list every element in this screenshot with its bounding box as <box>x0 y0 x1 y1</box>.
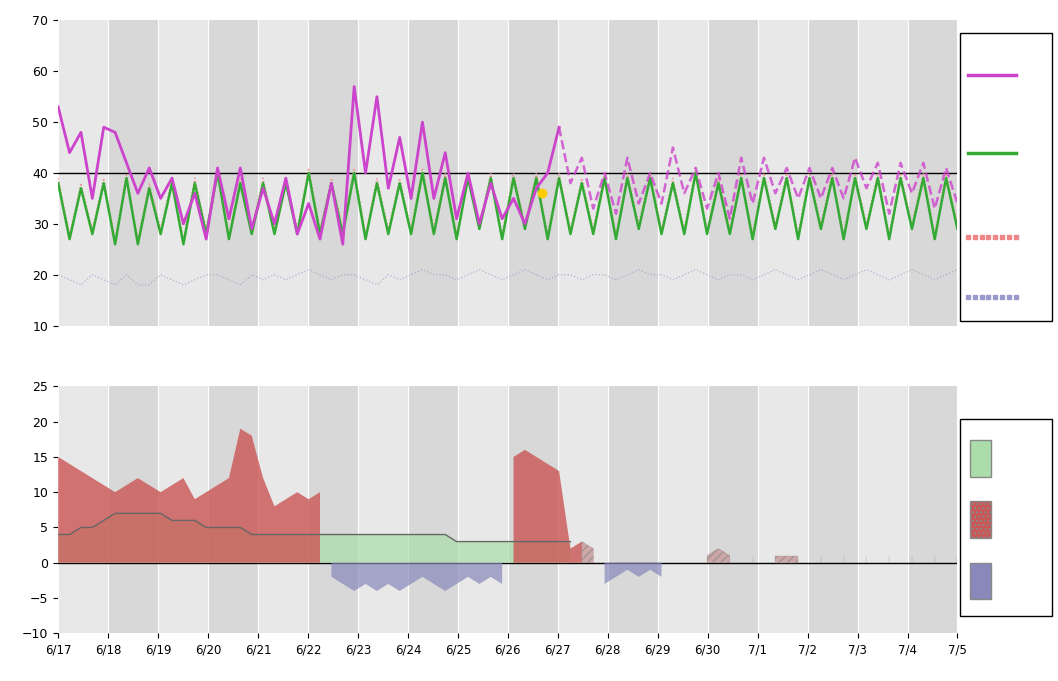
Bar <box>208 20 258 326</box>
Bar <box>970 440 991 477</box>
Bar <box>358 386 408 633</box>
Bar <box>508 20 558 326</box>
FancyBboxPatch shape <box>961 419 1052 616</box>
Bar <box>758 20 807 326</box>
Bar <box>308 20 358 326</box>
Bar <box>858 20 908 326</box>
Bar <box>108 20 158 326</box>
Bar <box>258 20 308 326</box>
Bar <box>658 20 708 326</box>
Bar <box>408 20 458 326</box>
Bar <box>708 386 758 633</box>
Bar <box>758 386 807 633</box>
Bar <box>807 20 858 326</box>
Bar <box>658 386 708 633</box>
Bar <box>908 20 957 326</box>
Bar <box>970 563 991 599</box>
Bar <box>558 386 607 633</box>
Bar <box>158 386 208 633</box>
Bar <box>558 20 607 326</box>
Bar <box>858 386 908 633</box>
Bar <box>58 386 108 633</box>
Bar <box>908 386 957 633</box>
FancyBboxPatch shape <box>961 33 1052 321</box>
Bar <box>108 386 158 633</box>
Bar <box>970 501 991 538</box>
Bar <box>508 386 558 633</box>
Bar <box>258 386 308 633</box>
Bar <box>607 386 658 633</box>
Bar <box>708 20 758 326</box>
Bar <box>807 386 858 633</box>
Bar <box>308 386 358 633</box>
Bar <box>158 20 208 326</box>
Bar <box>208 386 258 633</box>
Bar <box>458 20 508 326</box>
Bar <box>458 386 508 633</box>
Bar <box>358 20 408 326</box>
Bar <box>607 20 658 326</box>
Bar <box>58 20 108 326</box>
Bar <box>408 386 458 633</box>
